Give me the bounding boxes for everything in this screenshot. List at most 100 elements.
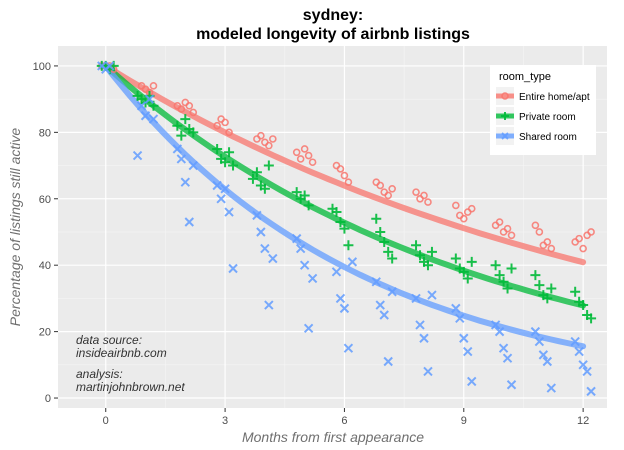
data-point xyxy=(490,320,501,330)
x-tick-label: 3 xyxy=(222,415,228,427)
data-point xyxy=(188,160,198,171)
y-tick-label: 100 xyxy=(33,61,51,73)
data-point xyxy=(247,173,258,184)
data-point xyxy=(426,246,437,257)
data-point xyxy=(260,243,270,254)
data-point xyxy=(188,127,199,138)
legend-item: Private room xyxy=(496,107,576,125)
data-point xyxy=(189,108,198,117)
data-point xyxy=(263,160,274,171)
data-point xyxy=(384,191,392,200)
data-point xyxy=(578,360,588,370)
data-point xyxy=(376,181,385,190)
legend-item: Entire home/apt xyxy=(496,87,590,105)
data-point xyxy=(252,210,262,221)
data-point xyxy=(506,380,517,390)
legend-label: Shared room xyxy=(519,132,577,143)
legend: room_type Entire home/apt Private room Sha… xyxy=(490,65,596,155)
data-point xyxy=(213,121,221,130)
data-point xyxy=(265,141,273,150)
data-point xyxy=(212,180,222,191)
data-point xyxy=(299,190,310,201)
data-point xyxy=(494,326,505,337)
data-point xyxy=(574,346,584,357)
data-point xyxy=(530,270,541,281)
data-point xyxy=(224,207,234,217)
data-point xyxy=(423,366,433,377)
data-point xyxy=(339,303,350,314)
data-points xyxy=(96,60,597,397)
data-point xyxy=(415,250,426,261)
data-point xyxy=(336,165,345,173)
data-point xyxy=(136,101,147,111)
data-point xyxy=(452,201,460,210)
data-point xyxy=(450,253,461,264)
data-point xyxy=(140,111,151,121)
data-point xyxy=(343,343,354,353)
data-point xyxy=(300,145,309,153)
data-point xyxy=(503,224,512,233)
data-point xyxy=(543,238,552,246)
data-point xyxy=(498,343,509,353)
data-point xyxy=(220,157,231,168)
data-point xyxy=(422,260,433,271)
data-point xyxy=(534,280,545,291)
data-point xyxy=(221,118,229,127)
y-tick-label: 40 xyxy=(39,260,51,272)
data-point xyxy=(462,273,473,284)
y-tick-label: 0 xyxy=(45,393,51,405)
data-point xyxy=(296,155,305,163)
data-point xyxy=(371,213,382,224)
data-point xyxy=(451,303,461,314)
data-point xyxy=(383,246,394,257)
data-point xyxy=(546,383,557,393)
data-point xyxy=(331,267,342,277)
data-point xyxy=(291,233,302,244)
data-point xyxy=(467,376,477,387)
legend-label: Entire home/apt xyxy=(519,92,590,103)
data-point xyxy=(212,143,223,154)
data-point xyxy=(335,217,346,228)
data-point xyxy=(347,257,358,267)
data-point xyxy=(490,260,501,271)
data-point xyxy=(172,120,183,131)
data-point xyxy=(420,191,428,200)
data-point xyxy=(331,207,342,218)
data-point xyxy=(307,273,318,284)
x-tick-label: 12 xyxy=(577,415,589,427)
data-point xyxy=(343,240,354,251)
data-point xyxy=(587,228,595,236)
data-point xyxy=(534,336,545,347)
data-point xyxy=(144,94,155,104)
annotation-line: analysis: xyxy=(76,367,123,381)
data-point xyxy=(379,236,390,247)
data-point xyxy=(172,144,183,154)
data-point xyxy=(268,253,278,264)
data-point xyxy=(459,214,468,223)
data-point xyxy=(303,200,314,211)
data-point xyxy=(463,346,473,357)
data-point xyxy=(411,293,421,304)
data-point xyxy=(383,356,393,367)
chart-subtitle: modeled longevity of airbnb listings xyxy=(196,26,470,43)
y-axis-title: Percentage of listings still active xyxy=(7,128,23,327)
data-point xyxy=(344,178,353,186)
data-point xyxy=(530,326,541,337)
data-point xyxy=(455,313,465,324)
data-point xyxy=(586,313,597,324)
data-point xyxy=(149,82,158,90)
data-point xyxy=(427,290,437,300)
data-point xyxy=(259,183,270,194)
data-point xyxy=(185,101,194,110)
x-tick-label: 0 xyxy=(103,415,109,427)
data-point xyxy=(498,276,509,287)
y-tick-label: 20 xyxy=(39,327,51,339)
data-point xyxy=(466,256,477,267)
data-point xyxy=(495,218,504,226)
data-point xyxy=(415,320,425,330)
data-point xyxy=(387,287,397,297)
data-point xyxy=(458,266,469,277)
legend-marker xyxy=(501,112,509,120)
data-point xyxy=(148,114,159,124)
